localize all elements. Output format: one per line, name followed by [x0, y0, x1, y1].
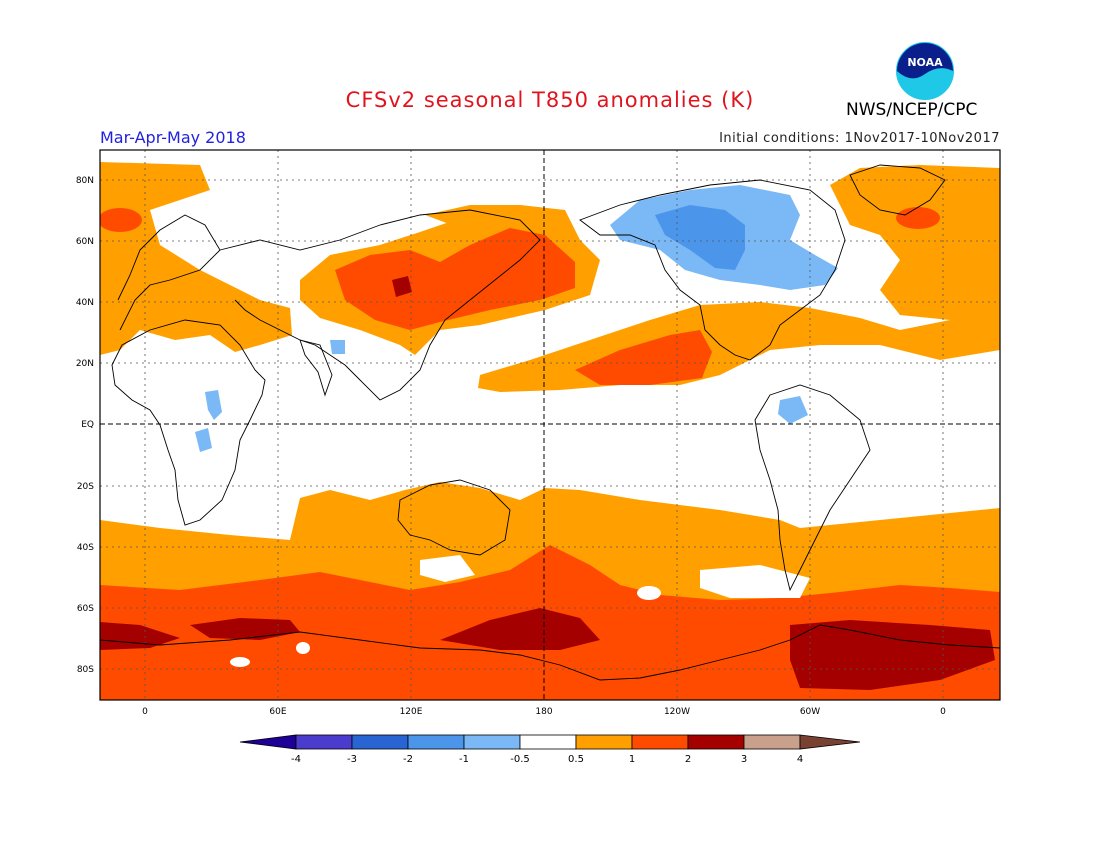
plot-frame: [99, 149, 1001, 701]
colorbar-segment-below-min: [239, 734, 297, 750]
map-title: CFSv2 seasonal T850 anomalies (K): [345, 88, 755, 112]
lon-label-120w: 120W: [664, 707, 690, 717]
latitude-labels: 80N 60N 40N 20N EQ 20S 40S 60S 80S: [76, 176, 94, 675]
initial-conditions-label: Initial conditions: 1Nov2017-10Nov2017: [719, 131, 1000, 146]
anomaly-region-sh-darkred-3: [440, 608, 600, 650]
anomaly-region-asia-red: [335, 228, 575, 330]
lon-label-60w: 60W: [800, 707, 820, 717]
anomaly-region-africa-blue-2: [195, 428, 212, 452]
reference-lines: [100, 150, 1000, 700]
anomaly-region-nh-west-red: [100, 208, 142, 232]
anomaly-region-sh-darkred-1: [100, 622, 180, 650]
coastline-north-america: [579, 179, 846, 361]
anomaly-region-asia-darkred: [392, 276, 412, 297]
anomaly-region-sh-darkred-4: [790, 620, 995, 690]
coastline-south-america: [754, 384, 871, 592]
colorbar-label-p05: 0.5: [568, 754, 584, 765]
colorbar-label-p2: 2: [685, 754, 691, 765]
coastlines: [100, 164, 1000, 681]
colorbar-segment-p05-p1: [575, 734, 633, 750]
colorbar-segment-above-max: [799, 734, 861, 750]
anomaly-region-sh-white-1: [700, 565, 810, 598]
anomaly-region-sh-white-3: [637, 586, 661, 600]
colorbar-label-p3: 3: [741, 754, 747, 765]
colorbar-labels: -4 -3 -2 -1 -0.5 0.5 1 2 3 4: [291, 754, 803, 765]
lat-label-60s: 60S: [77, 604, 94, 614]
colorbar-label-n3: -3: [347, 754, 357, 765]
colorbar-label-p1: 1: [629, 754, 635, 765]
lon-label-60e: 60E: [269, 707, 286, 717]
anomaly-region-epac-red: [575, 330, 712, 385]
anomaly-region-sh-white-4: [230, 657, 250, 667]
lat-label-80s: 80S: [77, 665, 94, 675]
anomaly-region-sh-darkred-2: [190, 618, 300, 640]
lat-label-eq: EQ: [81, 420, 94, 430]
anomaly-field: [100, 150, 1000, 700]
colorbar-segment-n4-n3: [295, 734, 353, 750]
coastline-antarctica: [100, 624, 1000, 681]
lat-label-40s: 40S: [77, 543, 94, 553]
lon-label-0-east: 0: [940, 707, 946, 717]
colorbar-segment-n2-n1: [407, 734, 465, 750]
colorbar-label-n05: -0.5: [510, 754, 530, 765]
coastline-africa: [111, 319, 266, 526]
colorbar-label-n1: -1: [459, 754, 469, 765]
logo-text: NOAA: [907, 56, 943, 69]
longitude-labels: 0 60E 120E 180 120W 60W 0: [142, 707, 946, 717]
colorbar-segment-n1-n05: [463, 734, 521, 750]
lat-label-40n: 40N: [76, 298, 94, 308]
lat-label-60n: 60N: [76, 237, 94, 247]
colorbar-segment-p1-p2: [631, 734, 689, 750]
anomaly-region-amazon-blue: [778, 396, 808, 424]
organization-label: NWS/NCEP/CPC: [846, 100, 978, 120]
coastline-europe: [117, 214, 221, 331]
colorbar-segment-neutral: [519, 734, 577, 750]
coastline-india: [299, 339, 333, 397]
lat-label-80n: 80N: [76, 176, 94, 186]
coastline-greenland: [849, 164, 946, 216]
lon-label-120e: 120E: [400, 707, 423, 717]
colorbar-segment-p3-p4: [743, 734, 801, 750]
anomaly-region-sh-white-5: [296, 642, 310, 654]
anomaly-region-natl-red: [896, 207, 940, 229]
colorbar-label-n2: -2: [403, 754, 413, 765]
anomaly-region-india-blue: [330, 340, 345, 354]
colorbar-segment-p2-p3: [687, 734, 745, 750]
anomaly-region-na-blue: [655, 205, 745, 270]
colorbar-segment-n3-n2: [351, 734, 409, 750]
lat-label-20s: 20S: [77, 482, 94, 492]
anomaly-region-nh-west-orange: [100, 162, 292, 355]
lat-label-20n: 20N: [76, 359, 94, 369]
lon-label-180: 180: [535, 707, 552, 717]
anomaly-region-sh-white-2: [420, 555, 475, 582]
colorbar-label-p4: 4: [797, 754, 803, 765]
noaa-logo-icon: NOAA: [894, 40, 956, 102]
lon-label-0-west: 0: [142, 707, 148, 717]
season-label: Mar-Apr-May 2018: [100, 128, 246, 147]
anomaly-region-africa-blue-1: [205, 390, 222, 420]
anomaly-region-natl-orange: [830, 165, 1000, 320]
colorbar-label-n4: -4: [291, 754, 301, 765]
colorbar: [239, 734, 861, 750]
coastline-australia: [397, 479, 511, 556]
grid-lines: [100, 150, 1000, 700]
